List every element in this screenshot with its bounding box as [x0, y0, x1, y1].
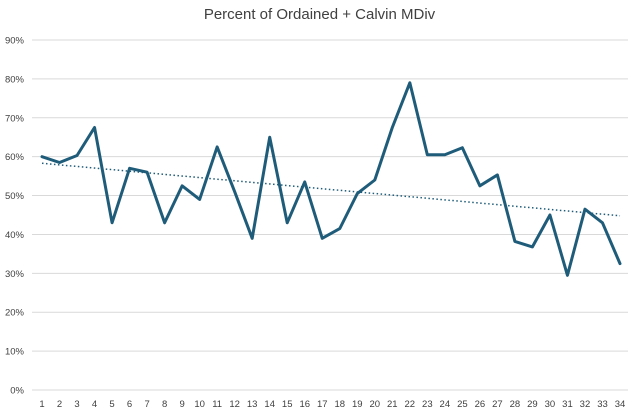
x-tick-label: 3	[74, 399, 79, 410]
series-line	[40, 81, 622, 277]
y-tick-label: 10%	[5, 347, 25, 358]
y-tick-label: 40%	[5, 230, 25, 241]
x-tick-label: 30	[545, 399, 556, 410]
y-tick-label: 20%	[5, 308, 25, 319]
y-tick-label: 70%	[5, 113, 25, 124]
series	[40, 81, 622, 277]
y-tick-label: 80%	[5, 74, 25, 85]
x-tick-label: 7	[144, 399, 149, 410]
x-tick-label: 15	[282, 399, 293, 410]
x-tick-label: 12	[229, 399, 240, 410]
x-tick-label: 31	[562, 399, 573, 410]
y-axis-ticks: 0% 10% 20% 30% 40% 50% 60% 70% 80% 90%	[5, 36, 25, 397]
x-tick-label: 20	[369, 399, 380, 410]
x-tick-label: 24	[440, 399, 451, 410]
chart-title: Percent of Ordained + Calvin MDiv	[203, 6, 436, 23]
x-tick-label: 10	[194, 399, 205, 410]
y-tick-label: 0%	[10, 386, 24, 397]
x-tick-label: 34	[615, 399, 626, 410]
x-tick-label: 11	[212, 399, 222, 410]
x-tick-label: 9	[179, 399, 184, 410]
x-tick-label: 6	[127, 399, 132, 410]
x-tick-label: 23	[422, 399, 433, 410]
gridlines	[32, 39, 628, 391]
x-tick-label: 4	[92, 399, 97, 410]
x-tick-label: 13	[247, 399, 258, 410]
x-tick-label: 18	[334, 399, 345, 410]
x-tick-label: 2	[57, 399, 62, 410]
x-tick-label: 14	[264, 399, 275, 410]
trendline-line	[41, 162, 621, 217]
x-tick-label: 26	[475, 399, 486, 410]
y-tick-label: 90%	[5, 36, 25, 47]
x-tick-label: 21	[387, 399, 398, 410]
x-tick-label: 19	[352, 399, 363, 410]
x-tick-label: 32	[580, 399, 591, 410]
x-tick-label: 16	[299, 399, 310, 410]
x-tick-label: 25	[457, 399, 468, 410]
x-tick-label: 33	[597, 399, 608, 410]
x-tick-label: 8	[162, 399, 167, 410]
x-tick-label: 5	[109, 399, 114, 410]
x-axis-ticks: 1 2 3 4 5 6 7 8 9 10 11 12 13 14 15 16 17 18 19 20 21 22 23 24 2…	[39, 399, 625, 410]
y-tick-label: 30%	[5, 269, 25, 280]
trendline	[41, 162, 621, 217]
x-tick-label: 17	[317, 399, 328, 410]
y-tick-label: 50%	[5, 191, 25, 202]
x-tick-label: 29	[527, 399, 538, 410]
x-tick-label: 1	[39, 399, 44, 410]
y-tick-label: 60%	[5, 152, 25, 163]
x-tick-label: 27	[492, 399, 503, 410]
x-tick-label: 28	[510, 399, 521, 410]
x-tick-label: 22	[405, 399, 416, 410]
